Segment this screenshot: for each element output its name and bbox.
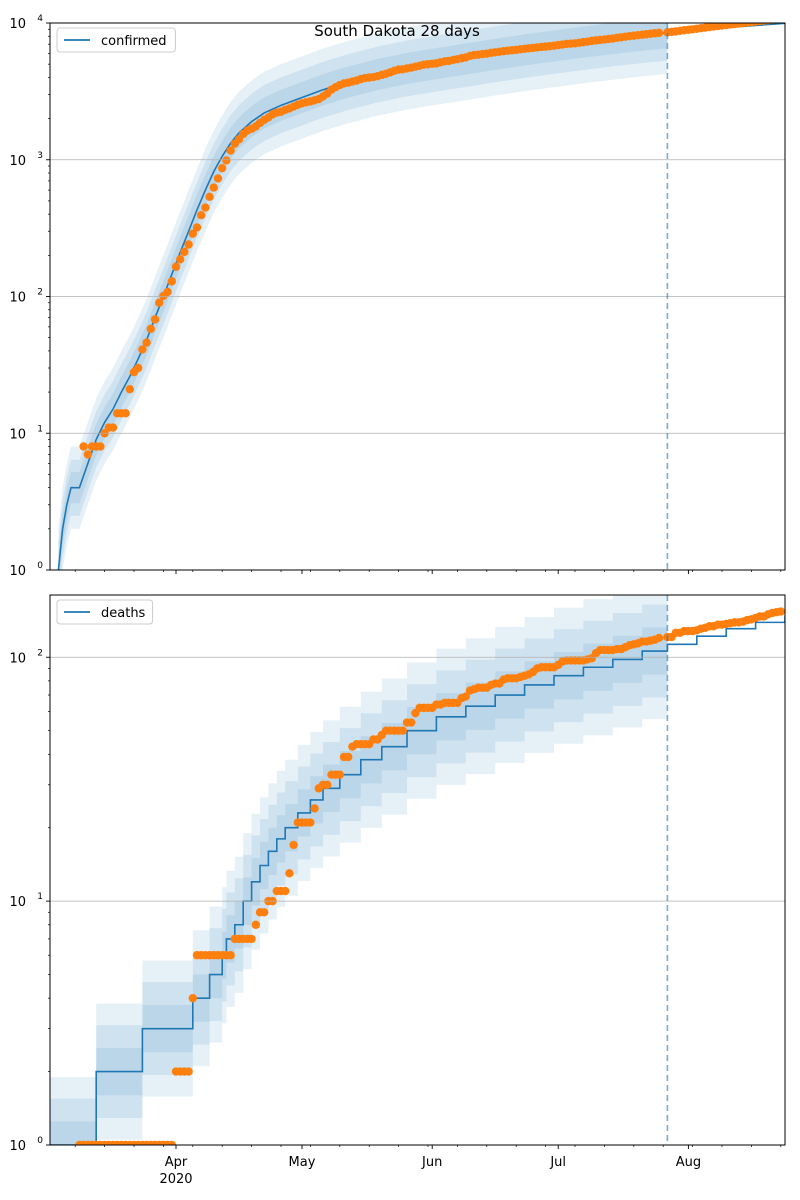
y-tick-exponent: 2 [37,648,43,658]
observed-point [121,409,130,418]
observed-point [205,192,214,201]
observed-point [142,338,151,347]
legend-label: confirmed [101,34,167,49]
observed-point [201,203,210,212]
observed-point [407,718,416,727]
y-tick-label: 10 [9,895,26,910]
uncertainty-band [50,620,668,1145]
observed-point [125,384,134,394]
uncertainty-band [50,595,668,1145]
observed-point [344,752,353,762]
y-tick-label: 10 [9,564,26,579]
x-tick-year-label: 2020 [159,1172,192,1187]
observed-point [150,315,160,324]
x-tick-label: Jun [421,1155,442,1170]
observed-point [188,229,197,238]
observed-point [138,345,147,354]
observed-point [171,262,181,271]
observed-point [192,223,202,232]
observed-point [335,770,344,779]
x-tick-label: Jul [549,1155,566,1170]
observed-point [209,183,218,192]
observed-point [108,423,118,432]
observed-point [226,951,235,960]
observed-point [776,607,785,616]
observed-point [285,869,294,878]
y-tick-exponent: 4 [37,14,43,24]
observed-point [96,442,105,451]
observed-point [188,993,197,1003]
y-tick-exponent: 1 [37,424,43,434]
legend-box [56,599,154,625]
x-tick-label: May [289,1155,316,1170]
observed-point [281,886,290,896]
y-tick-label: 10 [9,154,26,169]
observed-point [247,934,256,944]
observed-point [167,277,176,286]
observed-point [323,780,332,789]
observed-point [184,240,193,249]
observed-point [184,1067,193,1076]
observed-point [461,692,470,701]
observed-point [146,324,155,334]
y-tick-label: 10 [9,291,26,306]
observed-point [251,920,260,929]
chart-title: South Dakota 28 days [314,22,480,40]
axes-frame [49,594,786,1146]
observed-point [654,28,664,38]
observed-point [260,908,269,917]
observed-point [83,450,93,459]
legend-0: confirmed [56,27,176,53]
panel-0: 10 0 10 1 10 2 10 3 10 4 confirmed [9,14,786,579]
observed-point [310,804,319,813]
y-tick-label: 10 [9,651,26,666]
observed-point [167,1140,176,1145]
model-line-deaths [50,615,785,1145]
observed-point [176,255,185,264]
observed-point [79,442,88,451]
observed-point [163,287,172,297]
x-tick-label: Apr [165,1155,188,1170]
legend-1: deaths [56,599,154,625]
observed-point [213,174,223,183]
y-tick-label: 10 [9,427,26,442]
uncertainty-band [50,597,668,1145]
plot-area-1 [50,595,785,1145]
legend-box [56,27,176,53]
y-tick-exponent: 0 [37,561,43,571]
y-tick-label: 10 [9,1139,26,1154]
legend-label: deaths [101,606,146,621]
y-tick-exponent: 2 [37,288,43,298]
observed-point [197,211,206,220]
observed-point [155,298,164,307]
observed-point [654,633,664,643]
observed-point [289,840,298,850]
y-tick-exponent: 3 [37,151,43,161]
observed-point [134,363,143,373]
observed-point [218,163,227,173]
observed-point [222,156,231,165]
y-tick-label: 10 [9,17,26,32]
y-tick-exponent: 0 [37,1136,43,1146]
observed-point [226,146,235,155]
panel-1: 10 0 10 1 10 2 Apr 2020 May Jun Jul Aug deaths [9,594,786,1187]
observed-point [398,726,407,735]
observed-point [180,247,189,257]
y-tick-exponent: 1 [37,892,43,902]
observed-point [306,818,315,827]
x-tick-label: Aug [676,1155,701,1170]
